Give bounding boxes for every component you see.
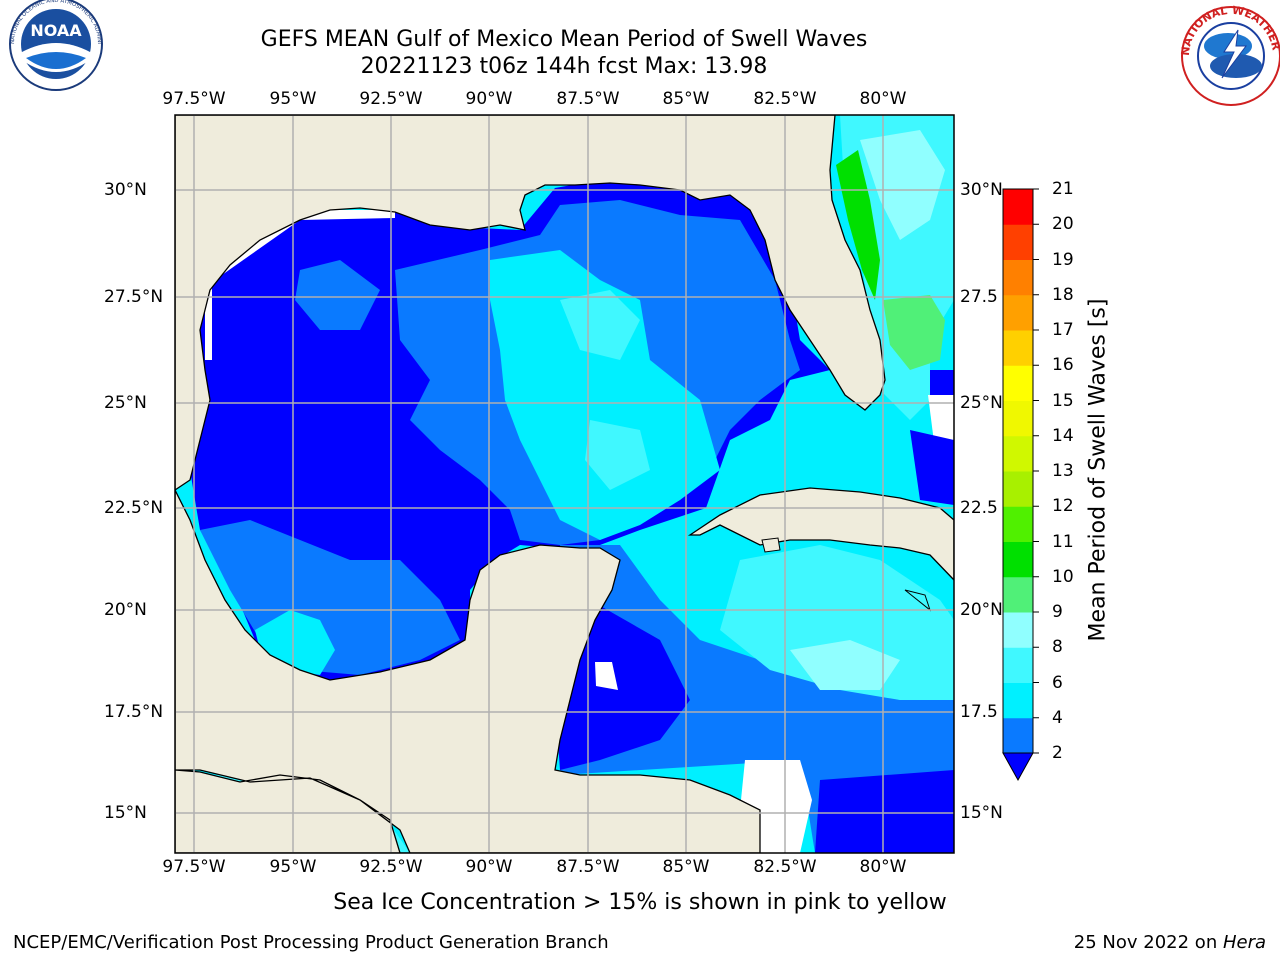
- lon-label: 97.5°W: [162, 857, 226, 877]
- lat-label: 30°N: [960, 180, 1003, 200]
- colorbar-swatch: [1003, 400, 1033, 437]
- svg-text:NOAA: NOAA: [30, 21, 82, 40]
- colorbar-tick-label: 17: [1052, 320, 1074, 340]
- map-title: GEFS MEAN Gulf of Mexico Mean Period of …: [260, 27, 868, 52]
- lon-label: 82.5°W: [753, 857, 817, 877]
- footer-date-text: 25 Nov 2022 on: [1073, 932, 1223, 953]
- lon-label: 85°W: [662, 89, 710, 109]
- colorbar-tick-label: 13: [1052, 461, 1074, 481]
- colorbar-tick-label: 2: [1052, 743, 1063, 763]
- lon-label: 95°W: [269, 89, 317, 109]
- colorbar-swatch: [1003, 330, 1033, 366]
- colorbar-swatch: [1003, 506, 1033, 542]
- colorbar-tick-label: 19: [1052, 249, 1074, 270]
- lat-label: 27.5: [960, 287, 998, 307]
- colorbar-title: Mean Period of Swell Waves [s]: [1085, 298, 1111, 642]
- lon-label: 80°W: [859, 857, 907, 877]
- colorbar-swatch: [1003, 224, 1033, 260]
- colorbar-tick-label: 18: [1052, 284, 1074, 305]
- lat-label: 25°N: [104, 393, 147, 413]
- colorbar-tick-label: 6: [1052, 672, 1063, 693]
- colorbar-tick-label: 11: [1052, 531, 1074, 552]
- lon-label: 92.5°W: [359, 857, 423, 877]
- colorbar-tick-label: 16: [1052, 355, 1074, 376]
- lat-label: 17.5°N: [104, 702, 164, 722]
- colorbar-swatch: [1003, 189, 1033, 225]
- colorbar-swatch: [1003, 682, 1033, 719]
- colorbar-tick-label: 20: [1052, 214, 1074, 235]
- colorbar-tick-label: 9: [1052, 602, 1063, 622]
- lon-label: 97.5°W: [162, 89, 226, 109]
- colorbar-swatch: [1003, 717, 1033, 754]
- lat-label: 20°N: [104, 600, 147, 620]
- colorbar-tick-label: 12: [1052, 496, 1074, 517]
- lon-label: 80°W: [859, 89, 907, 109]
- lon-label: 90°W: [465, 857, 513, 877]
- colorbar-swatch: [1003, 471, 1033, 507]
- lon-label: 87.5°W: [556, 857, 620, 877]
- colorbar-swatch: [1003, 435, 1033, 472]
- colorbar-swatch: [1003, 647, 1033, 683]
- lat-label: 30°N: [104, 180, 147, 200]
- colorbar-tick-label: 21: [1052, 179, 1074, 199]
- footer-machine: Hera: [1222, 932, 1266, 953]
- map-subtitle: 20221123 t06z 144h fcst Max: 13.98: [360, 54, 768, 79]
- sea-ice-note: Sea Ice Concentration > 15% is shown in …: [333, 890, 947, 915]
- colorbar-swatch: [1003, 259, 1033, 296]
- colorbar-swatch: [1003, 541, 1033, 578]
- colorbar-swatch: [1003, 612, 1033, 648]
- lat-label: 22.5: [960, 498, 998, 518]
- lat-label: 15°N: [960, 803, 1003, 823]
- lat-label: 15°N: [104, 803, 147, 823]
- colorbar-extend: [1002, 752, 1034, 782]
- lat-label: 27.5°N: [104, 287, 164, 307]
- footer-date: 25 Nov 2022 on Hera: [1074, 932, 1266, 953]
- lon-label: 92.5°W: [359, 89, 423, 109]
- lon-label: 82.5°W: [753, 89, 817, 109]
- colorbar-tick-label: 8: [1052, 637, 1063, 658]
- lon-label: 87.5°W: [556, 89, 620, 109]
- colorbar: [1002, 188, 1039, 782]
- lat-label: 20°N: [960, 600, 1003, 620]
- colorbar-swatch: [1003, 576, 1033, 613]
- colorbar-swatch: [1003, 365, 1033, 401]
- lat-label: 17.5: [960, 702, 998, 722]
- colorbar-swatch: [1003, 294, 1033, 331]
- lon-label: 85°W: [662, 857, 710, 877]
- colorbar-tick-label: 14: [1052, 425, 1074, 446]
- lat-label: 22.5°N: [104, 498, 164, 518]
- noaa-logo: NOAA NATIONAL OCEANIC AND ATMOSPHERIC AD…: [0, 0, 103, 91]
- lon-label: 90°W: [465, 89, 513, 109]
- colorbar-tick-label: 4: [1052, 707, 1063, 728]
- footer-credit: NCEP/EMC/Verification Post Processing Pr…: [13, 932, 609, 953]
- colorbar-tick-label: 10: [1052, 566, 1074, 587]
- lat-label: 25°N: [960, 393, 1003, 413]
- lon-label: 95°W: [269, 857, 317, 877]
- svg-text:NATIONAL WEATHER SERVICE: NATIONAL WEATHER SERVICE: [0, 0, 1280, 56]
- colorbar-tick-label: 15: [1052, 390, 1074, 411]
